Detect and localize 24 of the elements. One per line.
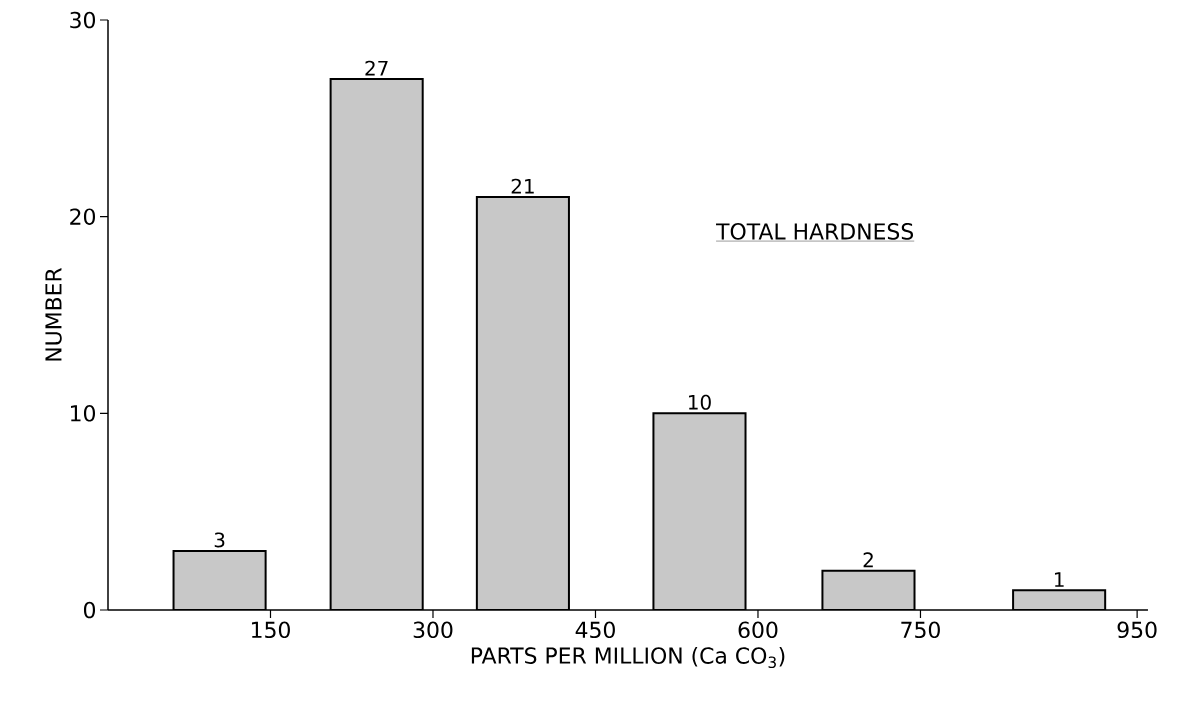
x-tick-label: 150 bbox=[251, 621, 290, 639]
x-tick-label: 450 bbox=[575, 621, 615, 639]
bar bbox=[821, 569, 916, 610]
bar bbox=[475, 196, 570, 610]
bar bbox=[329, 78, 424, 610]
x-tick-label: 600 bbox=[738, 621, 778, 639]
x-tick-label: 950 bbox=[1117, 621, 1157, 639]
data-label: 21 bbox=[511, 178, 534, 194]
text: TOTAL HARDNESS bbox=[716, 223, 914, 240]
y-axis-title: NUMBER bbox=[45, 267, 62, 361]
data-label: 27 bbox=[365, 60, 388, 76]
data-label: 10 bbox=[688, 394, 711, 410]
x-tick-label: 750 bbox=[901, 621, 940, 639]
bar bbox=[172, 550, 267, 610]
x-axis-title: PARTS PER MILLION (Ca CO$_{3}$) bbox=[471, 646, 785, 669]
y-tick-label: 30 bbox=[70, 11, 96, 29]
y-tick-label: 10 bbox=[71, 405, 96, 422]
y-tick-label: 0 bbox=[83, 601, 96, 619]
data-label: 3 bbox=[214, 532, 225, 548]
bar bbox=[652, 412, 747, 610]
data-label: 1 bbox=[1054, 572, 1064, 587]
x-tick-label: 300 bbox=[413, 621, 453, 639]
data-label: 2 bbox=[863, 552, 873, 568]
y-tick-label: 20 bbox=[70, 208, 96, 225]
